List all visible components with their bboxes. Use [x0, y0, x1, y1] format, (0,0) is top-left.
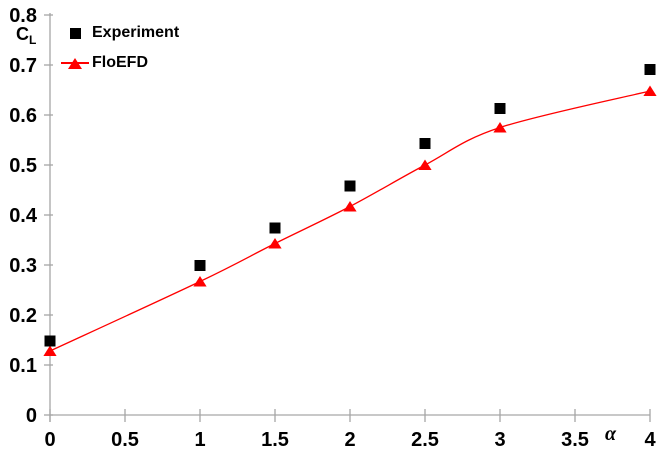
x-tick-label: 0.5 — [111, 429, 139, 451]
experiment-data-point — [494, 103, 506, 114]
legend-label-floefd: FloEFD — [92, 54, 148, 71]
floefd-data-point — [268, 238, 282, 249]
floefd-data-point — [643, 85, 657, 96]
experiment-data-point — [419, 138, 431, 149]
floefd-data-point — [493, 122, 507, 133]
floefd-data-point — [193, 276, 207, 287]
legend-item-floefd: FloEFD — [60, 48, 179, 78]
experiment-data-point — [44, 335, 56, 347]
experiment-data-point — [269, 222, 281, 234]
experiment-data-point — [644, 64, 656, 75]
y-axis-title: CL — [16, 24, 36, 46]
floefd-data-point — [343, 201, 357, 212]
experiment-square-marker-icon — [60, 18, 90, 48]
y-tick-label: 0 — [26, 405, 37, 427]
x-tick-label: 3.5 — [561, 429, 589, 451]
x-tick-label: 0 — [44, 429, 55, 451]
y-tick-label: 0.3 — [9, 255, 37, 277]
x-tick-label: 2 — [344, 429, 355, 451]
y-tick-label: 0.5 — [9, 155, 37, 177]
y-axis-title-subscript: L — [29, 33, 37, 47]
y-tick-label: 0.2 — [9, 305, 37, 327]
floefd-line-marker-icon — [60, 48, 90, 78]
y-tick-label: 0.8 — [9, 5, 37, 27]
y-tick-label: 0.4 — [9, 205, 38, 227]
y-tick-label: 0.7 — [9, 55, 37, 77]
chart-legend: Experiment FloEFD — [60, 18, 179, 78]
x-axis-title: α — [605, 423, 617, 445]
floefd-data-point — [43, 345, 57, 356]
legend-item-experiment: Experiment — [60, 18, 179, 48]
y-tick-label: 0.6 — [9, 105, 37, 127]
floefd-line — [49, 90, 651, 352]
legend-label-experiment: Experiment — [92, 24, 180, 41]
x-tick-label: 4 — [644, 429, 656, 451]
x-tick-label: 2.5 — [411, 429, 439, 451]
x-tick-label: 3 — [494, 429, 505, 451]
y-axis-title-main: C — [16, 24, 29, 44]
experiment-data-point — [344, 180, 356, 192]
x-tick-label: 1.5 — [261, 429, 289, 451]
y-tick-label: 0.1 — [9, 355, 37, 377]
floefd-data-point — [418, 159, 432, 170]
x-tick-label: 1 — [194, 429, 205, 451]
experiment-data-point — [194, 260, 206, 271]
